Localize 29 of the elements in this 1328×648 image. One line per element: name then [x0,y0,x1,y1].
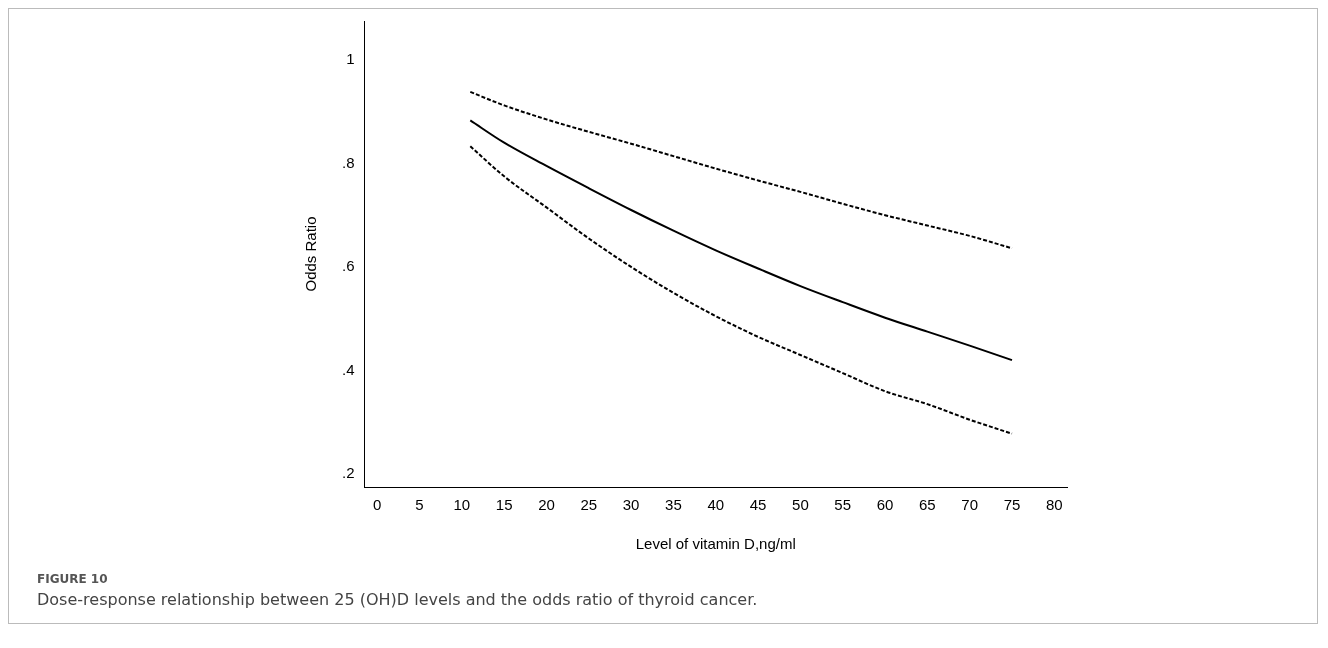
x-tick-label: 15 [495,496,513,514]
y-tick-label: .2 [341,464,355,482]
x-tick-label: 30 [622,496,640,514]
x-tick-label: 65 [919,496,936,514]
text: FIGURE 10 [36,572,109,586]
x-tick-label: 25 [580,496,598,514]
x-tick-label: 20 [538,496,555,514]
x-tick-label: 75 [1003,496,1021,514]
line-series [469,90,1013,250]
x-axis-title: Level of vitamin D,ng/ml [635,535,796,553]
x-tick-label: 70 [961,496,979,514]
y-tick-label: 1 [346,49,355,67]
y-tick-label: .8 [341,153,355,171]
x-tick-label: 35 [665,496,682,514]
x-tick-label: 50 [792,496,809,514]
text: Dose-response relationship between 25 (OH)D levels and the odds ratio of thyroid cancer. [36,589,759,609]
line-series [469,145,1013,435]
x-tick-label: 10 [453,496,471,514]
x-tick-label: 45 [749,496,767,514]
y-tick-label: .6 [341,257,355,275]
y-axis-title: Odds Ratio [302,216,320,292]
y-tick-label: .4 [341,360,355,378]
line-series [469,119,1013,362]
x-tick-label: 60 [876,496,894,514]
x-tick-label: 55 [834,496,852,514]
x-tick-label: 40 [707,496,725,514]
x-tick-label: 0 [373,496,382,514]
x-tick-label: 80 [1045,496,1063,514]
x-tick-label: 5 [415,496,424,514]
